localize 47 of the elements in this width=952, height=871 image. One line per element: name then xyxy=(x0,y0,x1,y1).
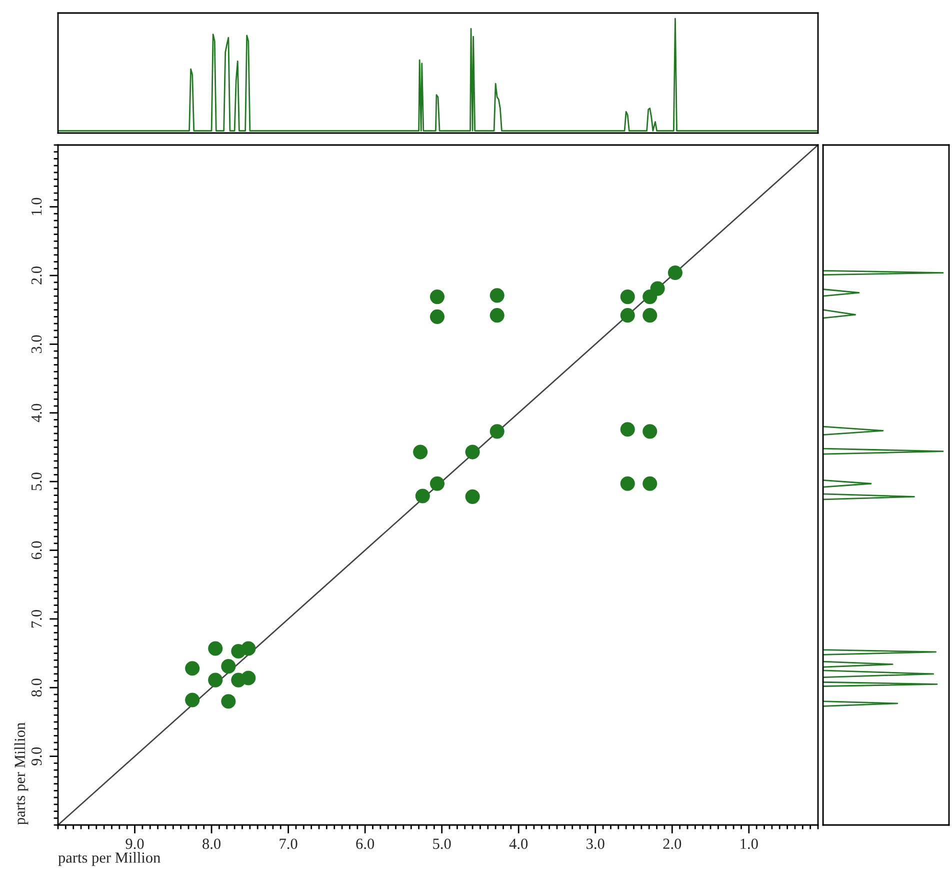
y-tick-label: 1.0 xyxy=(31,198,42,216)
x-tick-label: 3.0 xyxy=(586,838,604,850)
point xyxy=(208,672,223,688)
point xyxy=(185,661,200,676)
y-tick-label: 9.0 xyxy=(31,747,42,766)
x-tick-label: 6.0 xyxy=(356,838,374,850)
point xyxy=(415,488,430,504)
point xyxy=(490,424,504,439)
x-tick-label: 1.0 xyxy=(740,838,758,850)
point xyxy=(668,265,682,280)
point xyxy=(221,659,236,674)
point xyxy=(650,281,665,296)
point xyxy=(208,641,223,656)
point xyxy=(465,489,480,504)
point xyxy=(241,670,256,686)
x-tick-label: 2.0 xyxy=(663,838,682,850)
y-tick-label: 7.0 xyxy=(31,610,42,628)
point xyxy=(465,444,480,460)
x-axis-title: parts per Million xyxy=(58,852,160,866)
y-tick-label: 5.0 xyxy=(31,472,42,490)
point xyxy=(620,476,635,491)
point xyxy=(413,444,428,460)
point xyxy=(430,309,445,324)
y-tick-label: 2.0 xyxy=(31,266,42,284)
point xyxy=(620,422,635,437)
point xyxy=(620,290,635,304)
point xyxy=(642,424,658,439)
x-tick-label: 9.0 xyxy=(126,838,144,850)
x-tick-label: 4.0 xyxy=(509,838,528,850)
y-tick-label: 4.0 xyxy=(31,404,42,422)
y-tick-label: 3.0 xyxy=(31,335,42,354)
y-tick-label: 8.0 xyxy=(31,678,42,697)
point xyxy=(241,641,256,656)
x-tick-label: 8.0 xyxy=(202,838,220,850)
point xyxy=(185,692,200,708)
y-tick-label: 6.0 xyxy=(31,541,42,560)
point xyxy=(430,476,445,491)
point xyxy=(620,308,635,323)
point xyxy=(221,694,236,709)
point xyxy=(430,290,445,304)
point xyxy=(642,476,658,491)
x-tick-label: 5.0 xyxy=(433,838,451,850)
point xyxy=(642,308,658,323)
point xyxy=(490,308,504,323)
y-axis-title: parts per Million xyxy=(14,722,28,825)
point xyxy=(490,288,504,303)
x-tick-label: 7.0 xyxy=(280,838,298,850)
